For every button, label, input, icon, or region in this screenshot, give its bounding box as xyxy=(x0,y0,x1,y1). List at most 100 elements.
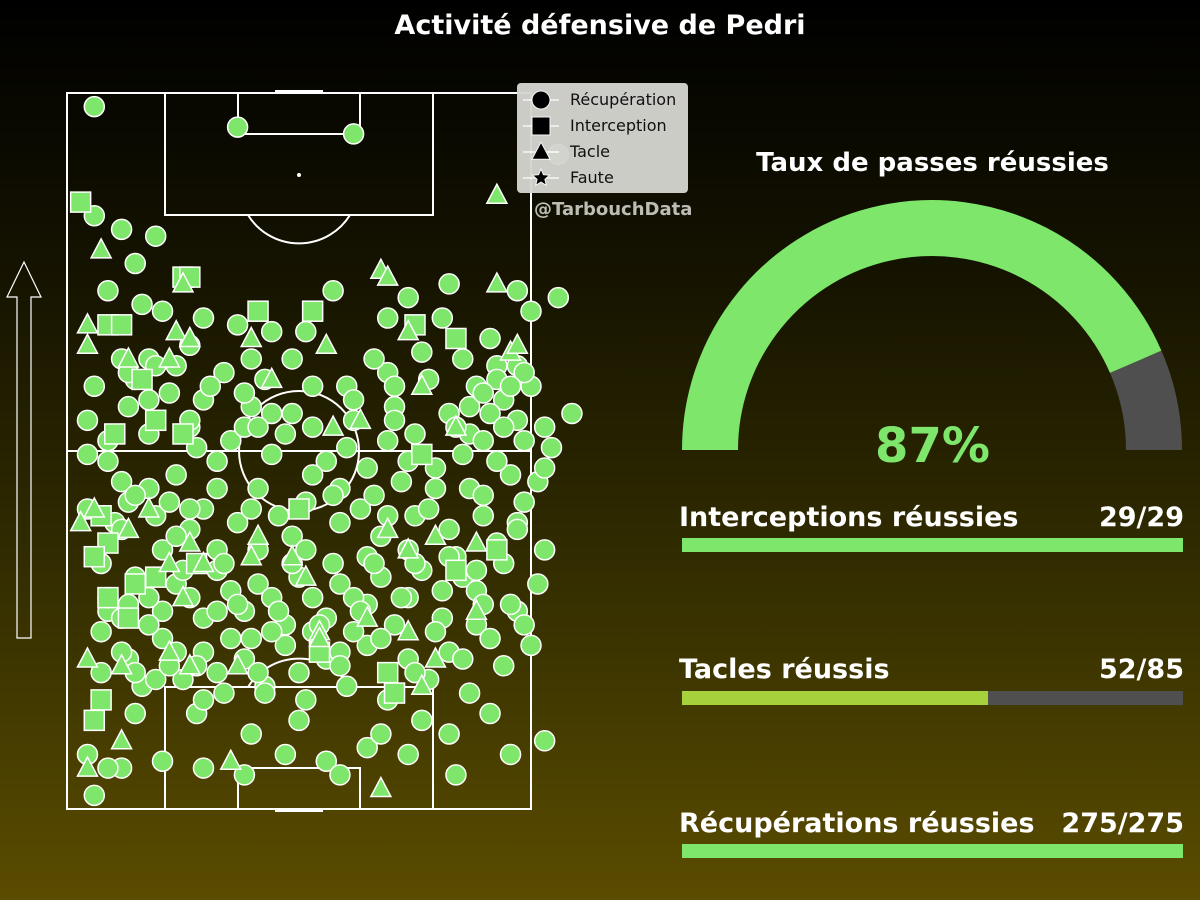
top-penalty-box xyxy=(164,92,434,216)
marker-circle xyxy=(404,423,426,445)
marker-square xyxy=(301,300,324,322)
marker-triangle xyxy=(410,373,434,395)
stat-bar-fill xyxy=(682,691,989,705)
marker-circle xyxy=(220,627,242,650)
marker-circle xyxy=(322,484,344,507)
stat-value: 275/275 xyxy=(1061,808,1184,839)
marker-triangle xyxy=(178,325,202,348)
marker-circle xyxy=(144,668,167,691)
marker-triangle xyxy=(396,319,420,341)
marker-circle xyxy=(438,518,460,541)
marker-triangle xyxy=(226,653,249,675)
marker-triangle xyxy=(89,237,113,259)
gauge-value: 87% xyxy=(875,418,990,474)
marker-circle xyxy=(486,450,508,472)
marker-triangle xyxy=(110,653,133,675)
marker-circle xyxy=(431,580,454,602)
marker-circle xyxy=(315,750,338,773)
marker-circle xyxy=(260,320,283,343)
marker-circle xyxy=(533,730,556,752)
marker-circle xyxy=(513,491,535,513)
legend-shape xyxy=(531,90,551,110)
marker-square xyxy=(117,607,140,629)
marker-triangle xyxy=(171,584,195,607)
marker-circle xyxy=(513,430,535,452)
marker-circle xyxy=(288,709,310,732)
marker-triangle xyxy=(178,653,202,675)
marker-circle xyxy=(445,764,467,786)
marker-circle xyxy=(383,409,406,432)
marker-circle xyxy=(411,341,433,363)
marker-triangle xyxy=(465,530,488,552)
marker-circle xyxy=(472,505,494,527)
marker-circle xyxy=(199,375,222,397)
marker-circle xyxy=(206,600,228,622)
marker-circle xyxy=(370,627,392,650)
marker-circle xyxy=(424,477,447,500)
marker-circle xyxy=(533,457,556,479)
marker-circle xyxy=(356,736,378,759)
attack-direction-arrow xyxy=(6,260,42,639)
marker-circle xyxy=(247,661,269,684)
marker-square xyxy=(69,191,92,213)
marker-circle xyxy=(110,470,133,493)
marker-circle xyxy=(547,286,570,309)
marker-triangle xyxy=(485,182,509,205)
marker-triangle xyxy=(376,516,399,539)
marker-circle xyxy=(397,286,419,309)
marker-square xyxy=(445,559,467,582)
marker-circle xyxy=(247,416,269,438)
marker-square xyxy=(104,423,126,445)
marker-circle xyxy=(458,682,481,704)
top-goal-area xyxy=(237,92,361,135)
marker-triangle xyxy=(396,619,420,641)
stat-label: Tacles réussis xyxy=(679,654,890,685)
legend-label: Récupération xyxy=(570,90,677,109)
stat-label: Récupérations réussies xyxy=(679,808,1035,839)
marker-square xyxy=(90,689,112,711)
marker-circle xyxy=(226,593,249,616)
marker-circle xyxy=(438,273,460,295)
marker-triangle xyxy=(355,605,379,627)
marker-circle xyxy=(397,743,419,766)
marker-circle xyxy=(233,382,256,404)
gauge-title: Taux de passes réussies xyxy=(756,148,1109,178)
stat-bar-fill xyxy=(682,844,1183,858)
marker-circle xyxy=(144,225,167,247)
marker-circle xyxy=(363,484,385,507)
marker-circle xyxy=(83,95,106,118)
marker-square xyxy=(83,709,106,732)
marker-circle xyxy=(213,361,235,384)
marker-triangle xyxy=(424,523,447,545)
marker-circle xyxy=(513,361,535,384)
marker-triangle xyxy=(171,271,195,293)
marker-triangle xyxy=(76,646,99,668)
marker-circle xyxy=(424,620,447,643)
legend-shape xyxy=(531,116,551,136)
legend-marker-triangle-icon xyxy=(523,141,559,160)
marker-circle xyxy=(513,614,535,636)
marker-square xyxy=(288,498,310,520)
marker-circle xyxy=(281,348,303,370)
marker-circle xyxy=(520,634,542,657)
pass-rate-gauge xyxy=(682,200,1182,451)
marker-circle xyxy=(322,552,344,575)
marker-triangle xyxy=(485,271,509,293)
marker-circle xyxy=(520,300,542,322)
marker-circle xyxy=(274,743,297,766)
marker-circle xyxy=(206,450,228,472)
marker-circle xyxy=(479,627,501,650)
marker-circle xyxy=(342,389,365,411)
marker-circle xyxy=(411,709,433,732)
marker-triangle xyxy=(76,332,99,355)
marker-triangle xyxy=(506,332,529,355)
marker-circle xyxy=(356,457,378,479)
gauge-fill xyxy=(682,200,1162,451)
marker-circle xyxy=(165,525,187,547)
marker-circle xyxy=(97,757,119,779)
marker-triangle xyxy=(239,325,263,348)
legend-shape xyxy=(531,167,551,187)
marker-circle xyxy=(499,593,522,616)
marker-triangle xyxy=(321,414,345,436)
marker-triangle xyxy=(76,755,99,777)
